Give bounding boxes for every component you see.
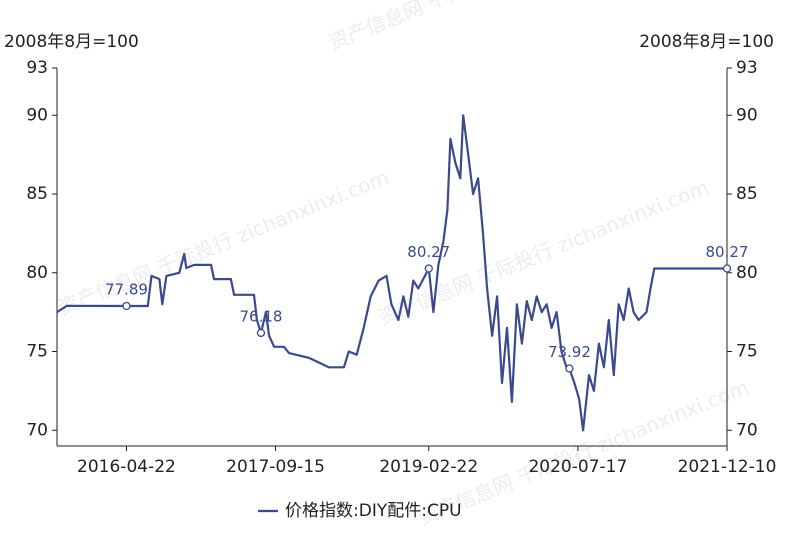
legend-label: 价格指数:DIY配件:CPU	[285, 501, 462, 521]
y2-tick-label: 93	[736, 58, 758, 78]
annotation-label: 77.89	[105, 280, 148, 298]
annotation-label: 73.92	[548, 343, 591, 361]
y-tick-label: 85	[26, 184, 48, 204]
y2-tick-label: 90	[736, 105, 758, 125]
y2-tick-label: 70	[736, 420, 758, 440]
y2-tick-label: 75	[736, 342, 758, 362]
y2-tick-label: 85	[736, 184, 758, 204]
annotation-point	[722, 264, 732, 273]
watermark: 资产信息网 千际投行 zichanxinxi.com	[325, 0, 662, 55]
x-tick-label: 2017-09-15	[226, 457, 325, 477]
x-tick-label: 2020-07-17	[528, 457, 627, 477]
y-tick-label: 93	[26, 58, 48, 78]
annotation-point	[256, 328, 266, 338]
annotation-label: 80.27	[706, 243, 749, 261]
y-tick-label: 90	[26, 105, 48, 125]
y-tick-label: 70	[26, 420, 48, 440]
y2-tick-label: 80	[736, 263, 758, 283]
annotation-label: 76.18	[239, 307, 282, 325]
annotation-point	[565, 364, 574, 373]
watermark: 资产信息网 千际投行 zichanxinxi.com	[415, 375, 752, 530]
y-tick-label: 80	[26, 263, 48, 283]
series-line	[56, 114, 727, 432]
y-axis-title: 2008年8月=100	[4, 32, 139, 52]
annotation-label: 80.27	[407, 243, 450, 261]
x-tick-label: 2021-12-10	[678, 457, 777, 477]
annotation-point	[424, 264, 433, 273]
x-tick-label: 2016-04-22	[77, 457, 176, 477]
y2-axis-title: 2008年8月=100	[639, 32, 774, 52]
y-tick-label: 75	[26, 342, 48, 362]
annotation-point	[122, 301, 131, 311]
x-tick-label: 2019-02-22	[379, 457, 478, 477]
